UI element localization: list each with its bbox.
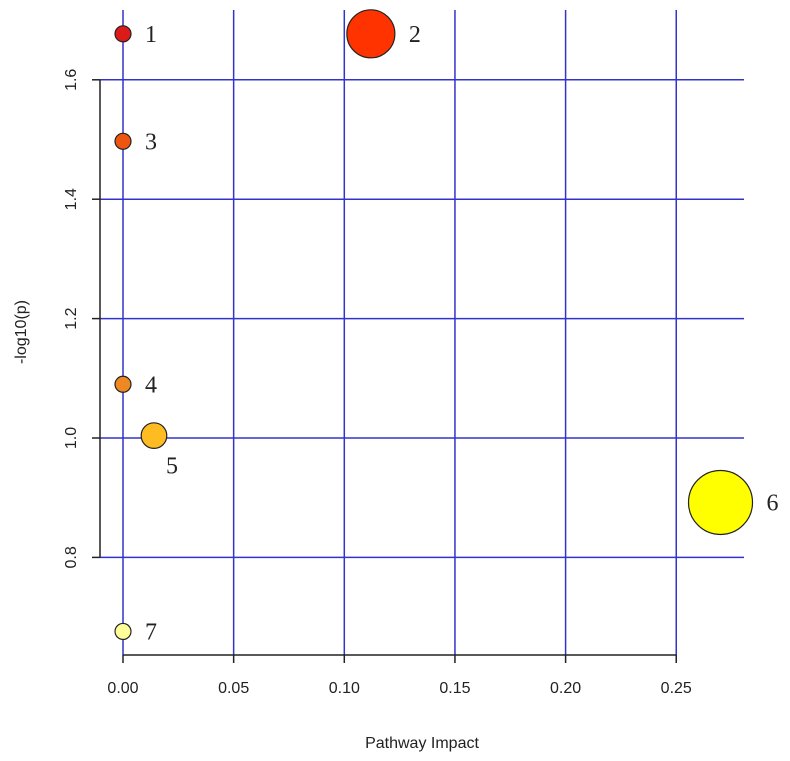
data-point (140, 422, 168, 450)
data-point (114, 25, 132, 43)
grid-lines (100, 10, 744, 655)
y-tick-label: 1.2 (63, 307, 80, 329)
y-tick-label: 0.8 (63, 546, 80, 568)
axes (99, 79, 677, 656)
x-tick-label: 0.10 (329, 680, 360, 697)
point-label: 5 (166, 454, 178, 480)
x-tick-label: 0.25 (661, 680, 692, 697)
point-label: 6 (767, 490, 779, 516)
point-label: 3 (145, 129, 157, 155)
point-label: 4 (145, 372, 157, 398)
point-labels: 1 2 3 4 5 6 7 (145, 22, 779, 646)
data-point (114, 375, 132, 393)
x-tick-label: 0.15 (439, 680, 470, 697)
data-point (114, 622, 132, 641)
y-axis-title: -log10(p) (13, 300, 30, 364)
data-point (114, 132, 132, 150)
point-label: 1 (145, 22, 157, 48)
x-tick-label: 0.00 (107, 680, 138, 697)
x-axis-title: Pathway Impact (365, 735, 479, 752)
y-tick-label: 1.4 (63, 188, 80, 210)
data-points (114, 9, 754, 641)
x-tick-label: 0.05 (218, 680, 249, 697)
y-tick-label: 1.0 (63, 427, 80, 449)
x-tick-label: 0.20 (550, 680, 581, 697)
x-axis-ticks: 0.00 0.05 0.10 0.15 0.20 0.25 (107, 655, 692, 697)
point-label: 2 (409, 22, 421, 48)
y-axis-ticks: 0.8 1.0 1.2 1.4 1.6 (63, 69, 100, 569)
y-tick-label: 1.6 (63, 69, 80, 91)
data-point (687, 469, 754, 536)
point-label: 7 (145, 619, 157, 645)
data-point (346, 9, 396, 59)
